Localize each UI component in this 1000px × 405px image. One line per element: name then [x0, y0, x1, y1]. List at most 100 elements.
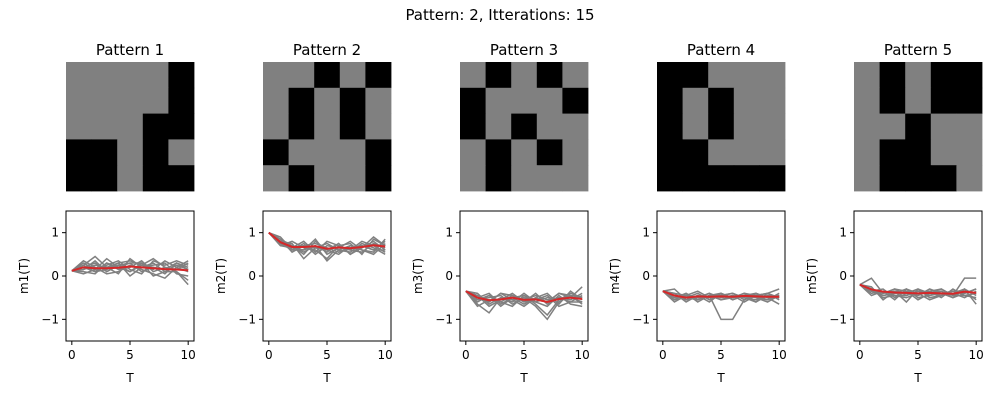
- overlap-chart-5: 0 5 10 −1 0 1 Tm5(T): [805, 210, 984, 385]
- x-axis-label: T: [913, 371, 922, 385]
- heatmap-cell: [511, 165, 538, 192]
- heatmap-cell: [536, 113, 563, 140]
- heatmap-cell: [657, 113, 683, 140]
- pattern-heatmap-3: Pattern 3: [460, 41, 589, 192]
- heatmap-cell: [263, 62, 289, 89]
- heatmap-cell: [91, 87, 118, 114]
- heatmap-cell: [91, 165, 118, 192]
- heatmap-cell: [117, 165, 144, 192]
- heatmap-cell: [956, 87, 983, 114]
- heatmap-cell: [733, 139, 760, 166]
- heatmap-cell: [365, 87, 392, 114]
- heatmap-cell: [142, 87, 169, 114]
- heatmap-cell: [733, 113, 760, 140]
- overlap-chart-1: 0 5 10 −1 0 1 Tm1(T): [17, 210, 196, 385]
- trial-trace-line: [662, 290, 780, 301]
- x-tick-label: 10: [969, 348, 984, 362]
- heatmap-cell: [168, 62, 195, 89]
- heatmap-cell: [879, 113, 906, 140]
- heatmap-cell: [562, 165, 589, 192]
- heatmap-cell: [905, 139, 932, 166]
- heatmap-cell: [879, 165, 906, 192]
- x-tick-label: 0: [659, 348, 667, 362]
- pattern-title-5: Pattern 5: [884, 41, 952, 59]
- y-axis-label: m2(T): [214, 258, 228, 294]
- heatmap-cell: [733, 62, 760, 89]
- axes-frame: [656, 210, 786, 342]
- x-axis-label: T: [322, 371, 331, 385]
- heatmap-cell: [168, 113, 195, 140]
- y-tick-label: −1: [41, 312, 59, 326]
- heatmap-cell: [956, 165, 983, 192]
- y-tick-label: 0: [51, 269, 59, 283]
- heatmap-cell: [142, 113, 169, 140]
- axes-frame: [262, 210, 392, 342]
- heatmap-cell: [365, 113, 392, 140]
- x-axis-label: T: [125, 371, 134, 385]
- heatmap-cell: [339, 62, 366, 89]
- y-tick-label: 1: [51, 226, 59, 240]
- heatmap-cell: [511, 113, 538, 140]
- heatmap-cell: [460, 62, 486, 89]
- heatmap-cell: [682, 113, 709, 140]
- heatmap-cell: [365, 139, 392, 166]
- heatmap-cell: [460, 165, 486, 192]
- heatmap-cell: [263, 139, 289, 166]
- heatmap-cell: [854, 62, 880, 89]
- trial-trace-line: [71, 259, 189, 280]
- heatmap-cell: [657, 139, 683, 166]
- heatmap-cell: [682, 165, 709, 192]
- y-tick-label: −1: [829, 312, 847, 326]
- heatmap-cell: [708, 87, 735, 114]
- heatmap-cell: [854, 113, 880, 140]
- heatmap-cell: [485, 139, 512, 166]
- heatmap-cell: [511, 139, 538, 166]
- heatmap-cell: [117, 87, 144, 114]
- figure-suptitle: Pattern: 2, Itterations: 15: [405, 6, 594, 24]
- heatmap-cell: [879, 62, 906, 89]
- heatmap-cell: [365, 62, 392, 89]
- heatmap-cell: [905, 62, 932, 89]
- overlap-chart-3: 0 5 10 −1 0 1 Tm3(T): [411, 210, 590, 385]
- axes-frame: [853, 210, 983, 342]
- heatmap-cell: [657, 87, 683, 114]
- heatmap-cell: [854, 139, 880, 166]
- heatmap-cell: [562, 62, 589, 89]
- heatmap-cell: [66, 62, 92, 89]
- y-tick-label: 1: [839, 226, 847, 240]
- heatmap-cell: [288, 165, 315, 192]
- y-tick-label: −1: [435, 312, 453, 326]
- heatmap-cell: [905, 113, 932, 140]
- heatmap-cell: [536, 62, 563, 89]
- y-axis-label: m1(T): [17, 258, 31, 294]
- trial-trace-line: [465, 290, 583, 308]
- heatmap-cell: [91, 139, 118, 166]
- heatmap-cell: [854, 165, 880, 192]
- trial-trace-line: [71, 259, 189, 275]
- pattern-title-2: Pattern 2: [293, 41, 361, 59]
- heatmap-cell: [288, 62, 315, 89]
- heatmap-cell: [682, 139, 709, 166]
- heatmap-cell: [536, 165, 563, 192]
- heatmap-cell: [733, 87, 760, 114]
- y-tick-label: 1: [642, 226, 650, 240]
- heatmap-cell: [708, 62, 735, 89]
- heatmap-cell: [879, 139, 906, 166]
- heatmap-cell: [314, 113, 341, 140]
- heatmap-cell: [905, 87, 932, 114]
- heatmap-cell: [66, 87, 92, 114]
- heatmap-cell: [905, 165, 932, 192]
- x-axis-label: T: [716, 371, 725, 385]
- heatmap-cell: [759, 165, 786, 192]
- heatmap-cell: [263, 87, 289, 114]
- heatmap-cell: [66, 139, 92, 166]
- trial-trace-line: [268, 232, 386, 256]
- heatmap-cell: [485, 113, 512, 140]
- heatmap-cell: [879, 87, 906, 114]
- heatmap-cell: [168, 87, 195, 114]
- pattern-heatmap-2: Pattern 2: [263, 41, 392, 192]
- heatmap-cell: [66, 113, 92, 140]
- heatmap-cell: [339, 113, 366, 140]
- heatmap-cell: [339, 87, 366, 114]
